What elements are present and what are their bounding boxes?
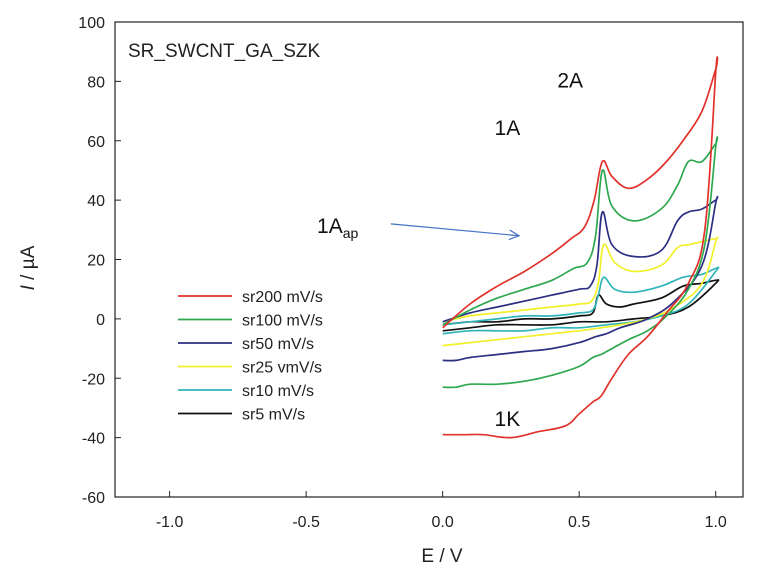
y-axis-label-italic: I [18,284,39,290]
chart-title: SR_SWCNT_GA_SZK [128,41,320,62]
y-tick-label: 0 [96,312,105,329]
x-tick-label: -0.5 [292,514,320,531]
y-axis-label-rest: / µA [18,245,39,285]
annotation-arrowhead [508,229,521,241]
annotation-subscript: ap [343,225,359,241]
y-tick-label: -60 [82,490,105,507]
annotation-label: 2A [557,69,583,92]
x-axis-label: E / V [421,546,463,567]
series-line [442,195,719,362]
y-tick-label: 100 [78,15,105,32]
legend-label: sr200 mV/s [242,289,323,306]
legend-label: sr50 mV/s [242,336,314,353]
series-line [442,236,719,347]
x-tick-label: -1.0 [156,514,184,531]
series-line [442,279,720,332]
series-line [442,56,719,439]
legend-label: sr100 mV/s [242,313,323,330]
y-axis-label: I / µA [18,245,39,290]
y-tick-label: 80 [87,74,105,91]
legend-label: sr25 vmV/s [242,360,322,377]
plot-frame [114,21,744,498]
y-tick-label: 60 [87,134,105,151]
legend-label: sr5 mV/s [242,407,305,424]
x-tick-label: 0.5 [568,514,590,531]
annotation-label: 1A [495,117,521,140]
y-tick-label: 40 [87,193,105,210]
annotation-label: 1Aap [317,215,358,241]
x-tick-label: 1.0 [705,514,727,531]
annotation-arrow [390,223,520,237]
x-tick-label: 0.0 [432,514,454,531]
y-tick-label: 20 [87,253,105,270]
y-tick-label: -20 [82,371,105,388]
y-tick-label: -40 [82,431,105,448]
annotation-label: 1K [495,408,521,431]
series-line [442,136,719,389]
legend-label: sr10 mV/s [242,383,314,400]
